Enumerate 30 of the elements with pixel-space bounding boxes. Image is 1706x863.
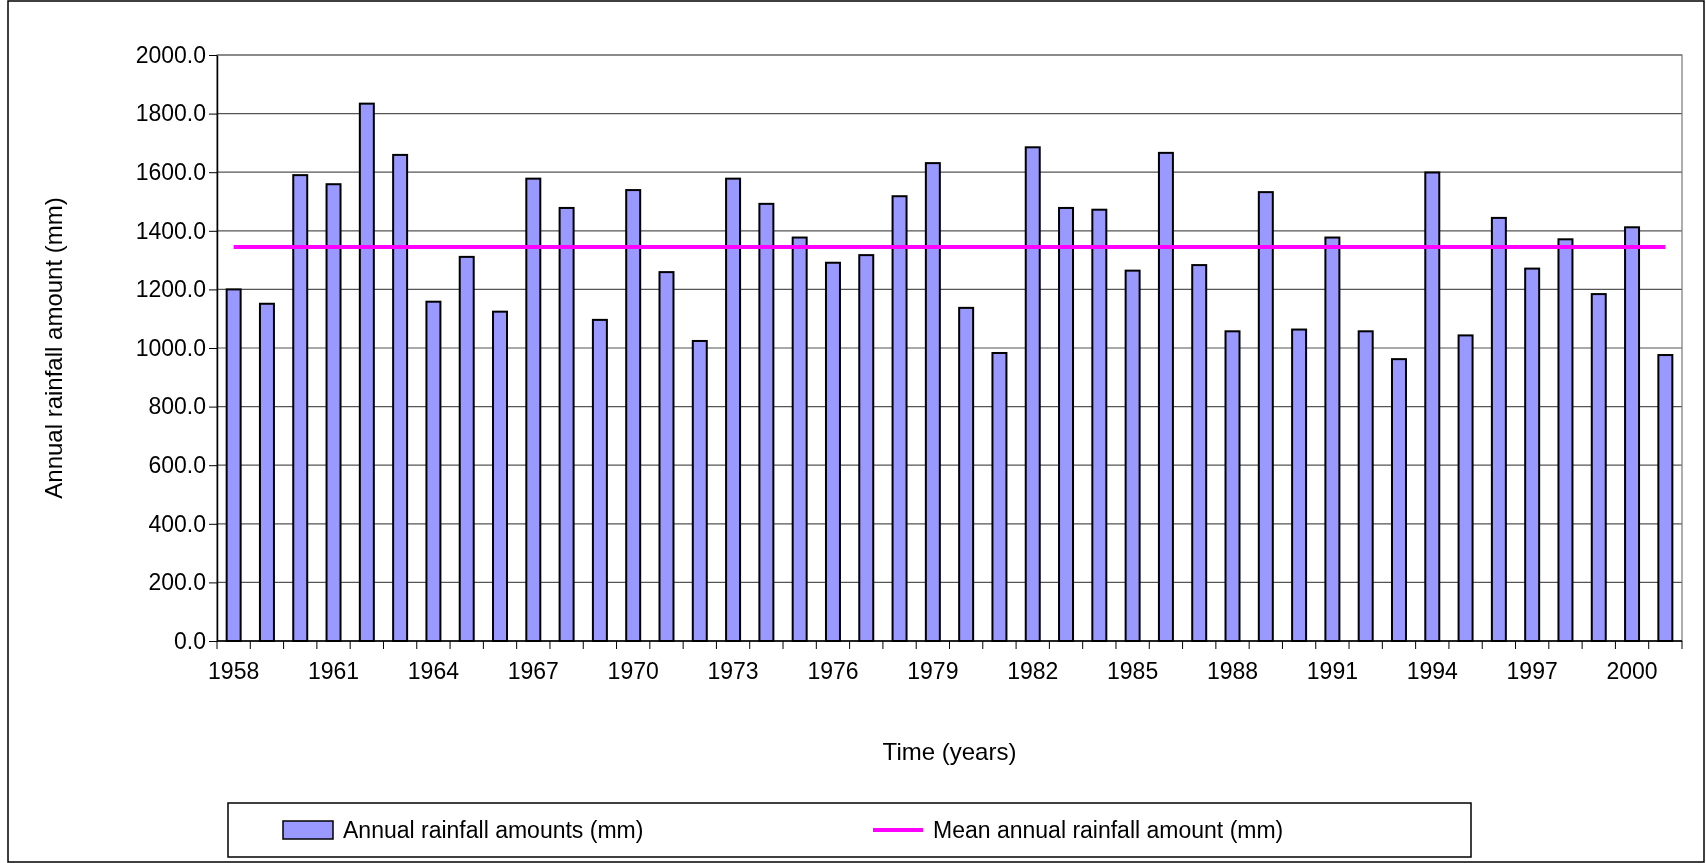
- y-tick-label: 800.0: [148, 393, 206, 420]
- x-tick-label: 1976: [807, 658, 859, 684]
- x-tick-label: 1967: [507, 658, 559, 684]
- x-tick-label: 1988: [1206, 658, 1259, 684]
- y-tick-label: 1000.0: [135, 334, 206, 361]
- x-tick-label: 1961: [307, 658, 360, 684]
- x-tick-label: 1970: [607, 658, 659, 684]
- x-tick-label: 1964: [407, 658, 460, 684]
- legend-label: Annual rainfall amounts (mm): [343, 817, 644, 843]
- x-tick-label: 1997: [1506, 658, 1558, 684]
- x-tick-label: 1982: [1007, 658, 1059, 684]
- x-tick-label: 2000: [1606, 658, 1658, 684]
- x-tick-label: 1994: [1406, 658, 1459, 684]
- legend-label: Mean annual rainfall amount (mm): [933, 817, 1284, 843]
- x-tick-label: 1979: [907, 658, 959, 684]
- y-tick-label: 0.0: [174, 627, 206, 654]
- y-axis-title: Annual rainfall amount (mm): [40, 197, 67, 499]
- x-tick-label: 1991: [1306, 658, 1358, 684]
- y-tick-label: 600.0: [148, 452, 206, 479]
- x-tick-label: 1985: [1107, 658, 1159, 684]
- y-tick-label: 1200.0: [135, 276, 206, 303]
- y-tick-label: 1800.0: [135, 100, 206, 127]
- y-tick-label: 400.0: [148, 510, 206, 537]
- x-tick-label: 1958: [208, 658, 260, 684]
- x-tick-label: 1973: [707, 658, 759, 684]
- y-tick-label: 2000.0: [135, 41, 206, 68]
- x-axis-title: Time (years): [882, 738, 1017, 765]
- y-tick-label: 1400.0: [135, 217, 206, 244]
- y-tick-label: 200.0: [148, 569, 206, 596]
- y-tick-label: 1600.0: [135, 159, 206, 186]
